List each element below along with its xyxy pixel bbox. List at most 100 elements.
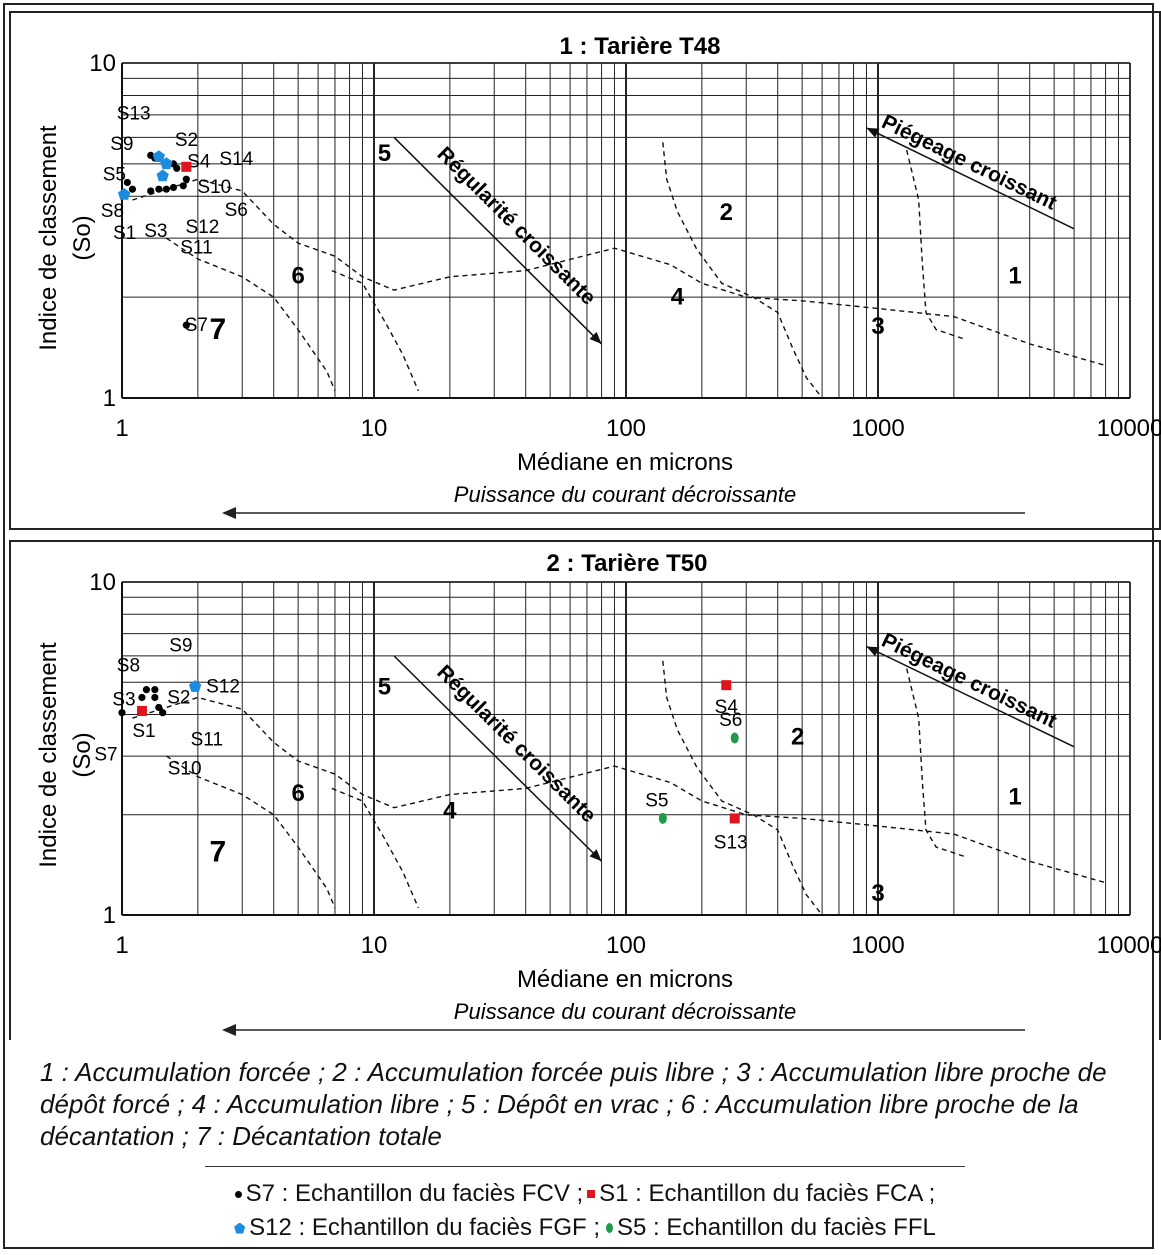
- chart-panel-t50: 1 2 3 4 5 6 7 1 10 100 1000 10000 1 10 Régularité cr…: [9, 540, 1161, 1040]
- point-label: S5: [103, 164, 126, 185]
- zone-boundary-line: [132, 178, 1106, 367]
- zone-caption: 1 : Accumulation forcée ; 2 : Accumulati…: [40, 1057, 1107, 1151]
- data-point-fcv: [182, 321, 190, 329]
- point-label: S10: [197, 177, 231, 198]
- legend-item-ffl: S5 : Echantillon du faciès FFL: [606, 1211, 936, 1245]
- trend-label-piegeage: Piégeage croissant: [878, 110, 1060, 214]
- data-point-fcv: [128, 185, 137, 193]
- zone-label: 1: [1008, 262, 1021, 289]
- x-tick-label: 1000: [851, 932, 904, 959]
- chart-title: 1 : Tarière T48: [560, 33, 721, 60]
- trend-arrow-head: [866, 127, 880, 138]
- x-tick-label: 10: [361, 415, 388, 442]
- current-arrow-label: Puissance du courant décroissante: [454, 999, 796, 1024]
- zone-boundaries: 1 2 3 4 5 6 7: [132, 660, 1106, 916]
- legend-label-fcv: S7 : Echantillon du faciès FCV ;: [245, 1180, 584, 1207]
- data-point-fcv: [147, 187, 155, 195]
- y-tick-label: 1: [103, 385, 116, 412]
- point-label: S1: [113, 223, 136, 244]
- y-axis-label: Indice de classement: [35, 125, 62, 351]
- x-tick-label: 10: [361, 932, 388, 959]
- data-point-fgf: [156, 169, 169, 182]
- caption-divider: [205, 1166, 965, 1167]
- data-point-fgf: [188, 680, 202, 692]
- x-tick-label: 10000: [1097, 932, 1161, 959]
- zone-label: 5: [378, 673, 391, 700]
- axis-ticks: 1 10 100 1000 10000 1 10: [89, 569, 1161, 959]
- x-tick-label: 100: [606, 415, 646, 442]
- point-label: S6: [225, 200, 248, 221]
- point-label: S8: [117, 656, 140, 677]
- data-point-fcv: [162, 185, 170, 193]
- panel-border: [9, 540, 1161, 1040]
- zone-label: 7: [209, 313, 226, 346]
- zone-label: 2: [720, 199, 733, 226]
- zone-label: 3: [871, 313, 884, 340]
- x-tick-label: 1000: [851, 415, 904, 442]
- data-point-fcv: [173, 164, 181, 172]
- data-point-fcv: [138, 693, 146, 702]
- zone-label: 1: [1008, 783, 1021, 810]
- zone-label: 2: [791, 724, 804, 751]
- zone-boundaries: 1 2 3 4 5 6 7: [132, 140, 1106, 399]
- green-ellipse-icon: [606, 1223, 613, 1233]
- black-dot-icon: [234, 1190, 242, 1198]
- data-point-fcv: [169, 183, 178, 192]
- point-label: S4: [715, 697, 739, 718]
- data-point-fcv: [182, 175, 190, 183]
- legend-item-fcv: S7 : Echantillon du faciès FCV ;: [234, 1177, 584, 1211]
- point-label: S1: [132, 721, 155, 742]
- point-label: S12: [185, 217, 219, 238]
- x-tick-label: 100: [606, 932, 646, 959]
- point-label: S2: [175, 130, 198, 151]
- trend-arrow-head: [866, 646, 880, 657]
- legend-row-1: S7 : Echantillon du faciès FCV ; S1 : Ec…: [40, 1177, 1130, 1211]
- point-label: S10: [168, 759, 202, 780]
- grid: [121, 581, 1131, 916]
- zone-label: 6: [291, 780, 304, 807]
- trend-arrow-head: [589, 849, 602, 862]
- y-axis-label-unit: (So): [69, 732, 96, 777]
- trend-label-regularite: Régularité croissante: [432, 661, 600, 828]
- legend-row-2: S12 : Echantillon du faciès FGF ; S5 : E…: [40, 1211, 1130, 1245]
- point-label: S9: [110, 134, 133, 155]
- red-square-icon: [587, 1190, 596, 1198]
- point-label: S13: [117, 103, 151, 124]
- y-axis-label-unit: (So): [69, 215, 96, 260]
- data-point-fgf: [152, 150, 165, 162]
- x-axis-label: Médiane en microns: [517, 966, 733, 993]
- zone-boundary-line: [662, 142, 823, 399]
- point-label: S11: [180, 237, 212, 258]
- data-point-fca: [721, 680, 732, 691]
- point-label: S11: [191, 729, 223, 750]
- y-tick-label: 10: [89, 50, 116, 77]
- zone-label: 5: [378, 140, 391, 167]
- zone-label: 3: [871, 880, 884, 907]
- data-point-fcv: [151, 686, 159, 694]
- zone-boundary-line: [331, 787, 420, 909]
- panel-border: [9, 11, 1161, 530]
- legend-label-fca: S1 : Echantillon du faciès FCA ;: [599, 1180, 936, 1207]
- y-axis-label: Indice de classement: [35, 642, 62, 868]
- data-point-fcv: [151, 693, 159, 702]
- point-label: S4: [187, 151, 211, 172]
- y-tick-label: 1: [103, 902, 116, 929]
- figure-svg: 1 2 3 4 5 6 7 1 10 100 1000 10000 1 10 Régularité cr…: [9, 11, 1161, 1040]
- legend-item-fgf: S12 : Echantillon du faciès FGF ;: [234, 1211, 600, 1245]
- point-label: S14: [219, 149, 253, 170]
- zone-boundary-line: [331, 269, 420, 392]
- chart-title: 2 : Tarière T50: [547, 550, 708, 577]
- trend-arrows: Régularité croissante Piégeage croissant: [393, 629, 1075, 862]
- x-tick-label: 1: [115, 415, 128, 442]
- zone-boundary-line: [906, 668, 965, 858]
- caption-block: 1 : Accumulation forcée ; 2 : Accumulati…: [40, 1056, 1130, 1245]
- point-label: S8: [101, 201, 124, 222]
- zone-label: 7: [209, 835, 226, 868]
- trend-label-piegeage: Piégeage croissant: [878, 629, 1060, 733]
- point-label: S13: [714, 832, 748, 853]
- y-tick-label: 10: [89, 569, 116, 596]
- zone-boundary-line: [662, 660, 823, 916]
- zone-boundary-line: [906, 149, 965, 340]
